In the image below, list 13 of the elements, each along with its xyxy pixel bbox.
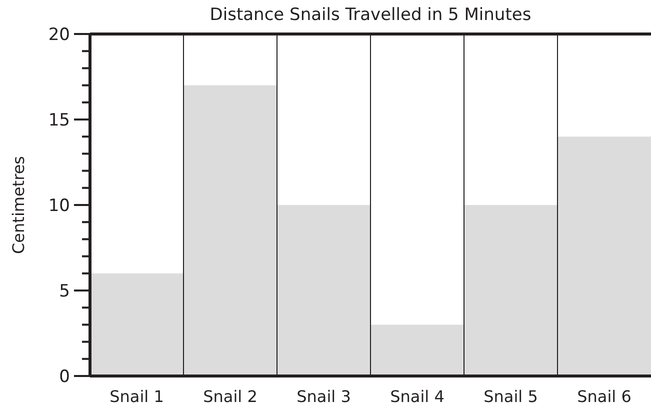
- chart-title: Distance Snails Travelled in 5 Minutes: [210, 5, 532, 25]
- y-tick-label: 5: [59, 281, 70, 302]
- x-tick-label: Snail 1: [110, 387, 164, 406]
- x-tick-label: Snail 3: [296, 387, 351, 406]
- x-tick-label: Snail 4: [390, 387, 444, 406]
- y-axis-title: Centimetres: [9, 156, 28, 254]
- x-tick-label: Snail 2: [203, 387, 258, 406]
- y-tick-label: 0: [59, 366, 70, 387]
- x-tick-label: Snail 5: [484, 387, 538, 406]
- y-tick-label: 10: [48, 196, 70, 216]
- x-tick-label: Snail 6: [577, 387, 632, 406]
- y-tick-label: 15: [48, 110, 70, 130]
- y-tick-label: 20: [48, 24, 70, 45]
